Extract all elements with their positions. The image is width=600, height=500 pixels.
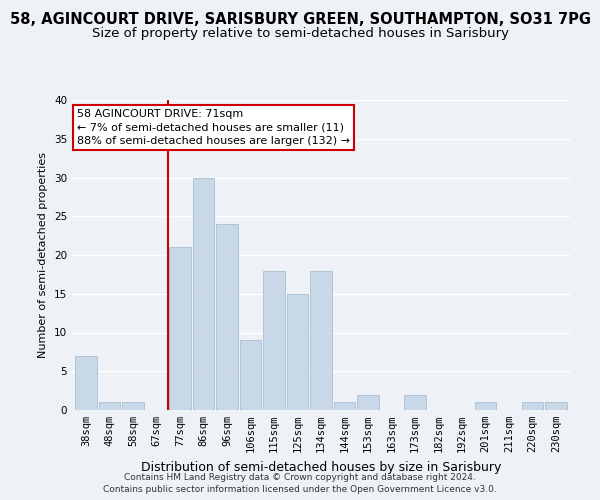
Bar: [334, 402, 355, 410]
Bar: [240, 340, 262, 410]
Bar: [521, 402, 543, 410]
Bar: [169, 247, 191, 410]
Bar: [263, 270, 285, 410]
Bar: [216, 224, 238, 410]
Text: Contains public sector information licensed under the Open Government Licence v3: Contains public sector information licen…: [103, 485, 497, 494]
Bar: [357, 394, 379, 410]
Bar: [310, 270, 332, 410]
Text: 58, AGINCOURT DRIVE, SARISBURY GREEN, SOUTHAMPTON, SO31 7PG: 58, AGINCOURT DRIVE, SARISBURY GREEN, SO…: [10, 12, 590, 28]
Bar: [193, 178, 214, 410]
Bar: [475, 402, 496, 410]
X-axis label: Distribution of semi-detached houses by size in Sarisbury: Distribution of semi-detached houses by …: [141, 460, 501, 473]
Text: 58 AGINCOURT DRIVE: 71sqm
← 7% of semi-detached houses are smaller (11)
88% of s: 58 AGINCOURT DRIVE: 71sqm ← 7% of semi-d…: [77, 110, 350, 146]
Bar: [545, 402, 567, 410]
Text: Size of property relative to semi-detached houses in Sarisbury: Size of property relative to semi-detach…: [91, 28, 509, 40]
Text: Contains HM Land Registry data © Crown copyright and database right 2024.: Contains HM Land Registry data © Crown c…: [124, 472, 476, 482]
Bar: [75, 356, 97, 410]
Bar: [287, 294, 308, 410]
Bar: [404, 394, 426, 410]
Bar: [99, 402, 121, 410]
Bar: [122, 402, 144, 410]
Y-axis label: Number of semi-detached properties: Number of semi-detached properties: [38, 152, 49, 358]
